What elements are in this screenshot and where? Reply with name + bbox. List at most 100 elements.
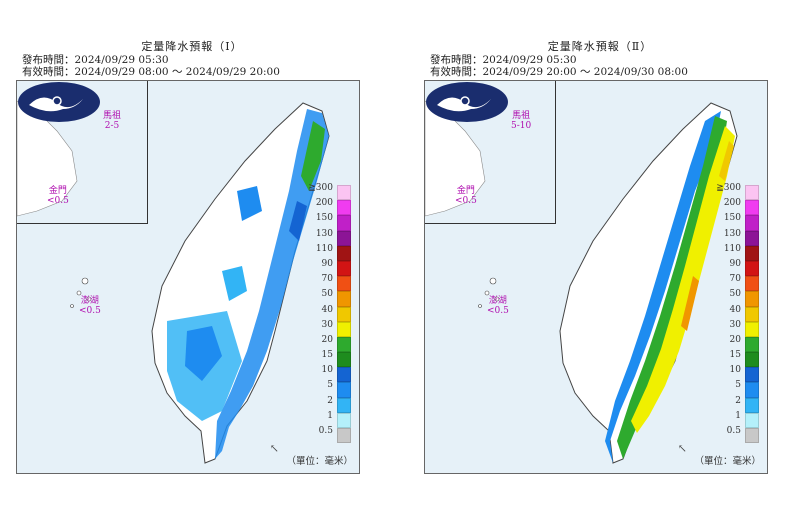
- legend-swatch: [337, 412, 351, 428]
- legend-swatch: [745, 245, 759, 261]
- legend-row: 30: [713, 319, 761, 337]
- legend-row: 5: [305, 380, 353, 398]
- legend-row: 30: [305, 319, 353, 337]
- legend-label: 110: [315, 243, 333, 254]
- legend-row: 40: [713, 304, 761, 322]
- legend-row: 70: [305, 274, 353, 292]
- legend-label: 10: [729, 365, 741, 376]
- legend-swatch: [337, 245, 351, 261]
- legend-label: 1: [327, 410, 333, 421]
- legend-label: 0.5: [318, 426, 333, 436]
- legend-swatch: [745, 185, 759, 201]
- legend-row: 1: [713, 410, 761, 428]
- legend-label: 15: [729, 350, 741, 361]
- legend-label: 200: [315, 198, 333, 209]
- legend-label: 70: [321, 274, 333, 285]
- legend-label: 2: [735, 395, 741, 406]
- legend-swatch: [337, 185, 351, 201]
- unit-label: （單位：毫米）: [694, 456, 761, 467]
- legend-row: 90: [305, 259, 353, 277]
- legend-swatch: [745, 367, 759, 383]
- panel-title: 定量降水預報（Ⅱ）: [547, 40, 653, 53]
- legend-label: 5: [735, 380, 741, 391]
- legend-swatch: [745, 230, 759, 246]
- legend-label: 40: [729, 304, 741, 315]
- legend-row: 150: [305, 213, 353, 231]
- forecast-panel-2: 定量降水預報（Ⅱ） 發布時間：2024/09/29 05:30 有效時間：202…: [420, 0, 780, 480]
- legend-swatch: [337, 230, 351, 246]
- legend-label: 5: [327, 380, 333, 391]
- legend-label: 130: [723, 228, 741, 239]
- north-arrow-icon: ↖: [677, 442, 687, 455]
- rain-area-yellow: [631, 126, 735, 433]
- legend-row: 50: [713, 289, 761, 307]
- rain-area-green: [617, 116, 727, 459]
- legend-label: 15: [321, 350, 333, 361]
- rain-area-northeast: [301, 121, 325, 191]
- legend-label: 110: [723, 243, 741, 254]
- legend-label: 1: [735, 410, 741, 421]
- legend-swatch: [337, 215, 351, 231]
- legend-row: ≧300: [713, 183, 761, 201]
- legend-swatch: [337, 352, 351, 368]
- legend-swatch: [337, 397, 351, 413]
- taiwan-map-svg: [70, 102, 330, 464]
- legend-row: 200: [713, 198, 761, 216]
- legend-swatch: [745, 215, 759, 231]
- legend-label: 150: [315, 213, 333, 224]
- legend-row: 1: [305, 410, 353, 428]
- rain-area-north-mountain: [237, 186, 262, 221]
- legend-swatch: [745, 428, 759, 444]
- legend-label: 0.5: [726, 426, 741, 436]
- valid-time: 有效時間：2024/09/29 08:00 ～ 2024/09/29 20:00: [22, 66, 280, 78]
- legend-swatch: [745, 412, 759, 428]
- legend-row: 0.5: [713, 426, 761, 444]
- legend-row: 50: [305, 289, 353, 307]
- legend-swatch: [745, 260, 759, 277]
- legend-label: 70: [729, 274, 741, 285]
- panel-title: 定量降水預報（Ⅰ）: [141, 40, 243, 53]
- rainfall-legend: ≧300 200 150 130 110 90 70 50 40 30 20 15 10 5 2 1 0.5: [305, 183, 353, 444]
- legend-label: 40: [321, 304, 333, 315]
- legend-swatch: [745, 352, 759, 368]
- legend-label: 30: [321, 319, 333, 330]
- penghu-label: 澎湖 <0.5: [79, 296, 101, 316]
- penghu-islands: [70, 277, 92, 308]
- legend-label: ≧300: [716, 183, 741, 193]
- legend-swatch: [337, 382, 351, 398]
- legend-row: 15: [713, 350, 761, 368]
- issue-time: 發布時間：2024/09/29 05:30: [22, 54, 169, 66]
- rain-area-south-mountain: [185, 326, 222, 381]
- penghu-label: 澎湖 <0.5: [487, 296, 509, 316]
- legend-swatch: [337, 291, 351, 307]
- legend-row: 130: [305, 228, 353, 246]
- rainfall-map: 馬祖 2-5 金門 <0.5 澎湖 <0.5 ≧300 200 150 130 110 90 70…: [16, 80, 360, 474]
- legend-row: 2: [305, 396, 353, 413]
- legend-label: 90: [729, 258, 741, 269]
- legend-row: 150: [713, 213, 761, 231]
- legend-row: 10: [713, 365, 761, 383]
- legend-label: 20: [321, 334, 333, 345]
- issue-time: 發布時間：2024/09/29 05:30: [430, 54, 577, 66]
- north-arrow-icon: ↖: [269, 442, 279, 455]
- legend-swatch: [745, 336, 759, 353]
- rain-area-orange-north: [719, 141, 734, 181]
- rain-area-east-heavy: [289, 201, 307, 241]
- valid-time: 有效時間：2024/09/29 20:00 ～ 2024/09/30 08:00: [430, 66, 688, 78]
- legend-row: 0.5: [305, 426, 353, 444]
- legend-label: 50: [321, 289, 333, 300]
- legend-swatch: [337, 321, 351, 337]
- legend-row: 2: [713, 395, 761, 413]
- legend-label: 20: [729, 334, 741, 345]
- legend-row: 5: [713, 380, 761, 398]
- legend-label: 130: [315, 228, 333, 239]
- legend-swatch: [745, 397, 759, 413]
- legend-row: 70: [713, 274, 761, 292]
- legend-swatch: [745, 291, 759, 307]
- rain-area-central-west: [605, 111, 721, 463]
- mazu-label: 馬祖 2-5: [103, 111, 122, 131]
- legend-swatch: [337, 336, 351, 353]
- legend-label: ≧300: [308, 183, 333, 193]
- legend-row: 110: [713, 243, 761, 261]
- legend-label: 30: [729, 319, 741, 330]
